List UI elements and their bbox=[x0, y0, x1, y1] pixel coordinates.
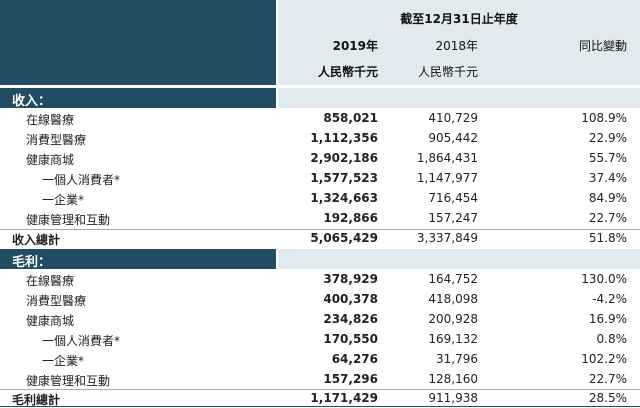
value-2018: 1,864,431 bbox=[416, 151, 478, 165]
gross-profit-section-title: 毛利： bbox=[12, 255, 52, 270]
unit-2018: 人民幣千元 bbox=[417, 65, 478, 79]
value-2018: 1,147,977 bbox=[416, 171, 478, 185]
table-row: 消費型醫療 1,112,356 905,442 22.9% bbox=[0, 129, 640, 149]
row-label: 一個人消費者* bbox=[42, 334, 121, 348]
value-2019: 1,324,663 bbox=[310, 191, 378, 205]
value-change: 51.8% bbox=[588, 231, 627, 245]
table-row: 一個人消費者* 1,577,523 1,147,977 37.4% bbox=[0, 169, 640, 189]
value-2019: 170,550 bbox=[323, 332, 378, 346]
value-2018: 200,928 bbox=[428, 312, 478, 326]
value-change: 84.9% bbox=[588, 191, 627, 205]
value-change: 37.4% bbox=[588, 171, 627, 185]
value-2019: 234,826 bbox=[323, 312, 378, 326]
row-label: 在線醫療 bbox=[26, 113, 75, 127]
value-change: 0.8% bbox=[596, 332, 628, 346]
unit-2019: 人民幣千元 bbox=[317, 65, 378, 79]
table-row: 在線醫療 858,021 410,729 108.9% bbox=[0, 109, 640, 129]
row-label: 一個人消費者* bbox=[42, 173, 121, 187]
table-row: 健康管理和互動 192,866 157,247 22.7% bbox=[0, 209, 640, 229]
value-change: 22.7% bbox=[588, 211, 627, 225]
table-row: 健康商城 2,902,186 1,864,431 55.7% bbox=[0, 149, 640, 169]
row-label: 一企業* bbox=[42, 193, 85, 207]
header-label-cell bbox=[0, 0, 276, 85]
divider bbox=[0, 389, 640, 390]
value-change: 102.2% bbox=[581, 352, 627, 366]
value-2019: 400,378 bbox=[323, 292, 378, 306]
revenue-section-title: 收入： bbox=[12, 94, 52, 109]
value-2018: 716,454 bbox=[428, 191, 478, 205]
period-heading: 截至12月31日止年度 bbox=[400, 12, 518, 26]
value-change: -4.2% bbox=[592, 292, 627, 306]
value-2018: 911,938 bbox=[428, 391, 478, 405]
value-2019: 5,065,429 bbox=[310, 231, 378, 245]
value-2018: 3,337,849 bbox=[416, 231, 478, 245]
value-change: 130.0% bbox=[581, 272, 627, 286]
value-2019: 1,112,356 bbox=[310, 131, 378, 145]
value-2018: 164,752 bbox=[428, 272, 478, 286]
table-row: 一企業* 1,324,663 716,454 84.9% bbox=[0, 189, 640, 209]
table-row: 一個人消費者* 170,550 169,132 0.8% bbox=[0, 330, 640, 350]
value-2019: 2,902,186 bbox=[310, 151, 378, 165]
col-2018-heading: 2018年 bbox=[435, 39, 478, 53]
row-label: 健康商城 bbox=[26, 314, 75, 328]
value-change: 28.5% bbox=[588, 391, 627, 405]
total-row: 收入總計 5,065,429 3,337,849 51.8% bbox=[0, 229, 640, 249]
table-row: 在線醫療 378,929 164,752 130.0% bbox=[0, 270, 640, 290]
row-label: 健康商城 bbox=[26, 153, 75, 167]
value-2019: 64,276 bbox=[331, 352, 378, 366]
row-label: 健康管理和互動 bbox=[26, 374, 111, 388]
table-row: 健康商城 234,826 200,928 16.9% bbox=[0, 310, 640, 330]
table-row: 消費型醫療 400,378 418,098 -4.2% bbox=[0, 290, 640, 310]
row-label: 健康管理和互動 bbox=[26, 213, 111, 227]
value-2019: 858,021 bbox=[323, 111, 378, 125]
value-2018: 418,098 bbox=[428, 292, 478, 306]
value-change: 108.9% bbox=[581, 111, 627, 125]
value-2018: 169,132 bbox=[428, 332, 478, 346]
revenue-section-header: 收入： bbox=[0, 88, 640, 109]
value-2018: 31,796 bbox=[436, 352, 478, 366]
row-label: 消費型醫療 bbox=[26, 294, 87, 308]
row-label: 收入總計 bbox=[12, 233, 61, 247]
row-label: 在線醫療 bbox=[26, 274, 75, 288]
value-2019: 378,929 bbox=[323, 272, 378, 286]
total-row: 毛利總計 1,171,429 911,938 28.5% bbox=[0, 389, 640, 407]
table-row: 健康管理和互動 157,296 128,160 22.7% bbox=[0, 370, 640, 390]
gross-profit-section-header: 毛利： bbox=[0, 249, 640, 270]
value-change: 16.9% bbox=[588, 312, 627, 326]
value-2019: 157,296 bbox=[323, 372, 378, 386]
value-2019: 1,577,523 bbox=[310, 171, 378, 185]
value-2019: 192,866 bbox=[323, 211, 378, 225]
row-label: 消費型醫療 bbox=[26, 133, 87, 147]
value-2018: 128,160 bbox=[428, 372, 478, 386]
divider bbox=[0, 229, 640, 230]
col-change-heading: 同比變動 bbox=[578, 39, 627, 53]
value-2019: 1,171,429 bbox=[310, 391, 378, 405]
value-change: 22.9% bbox=[588, 131, 627, 145]
value-change: 22.7% bbox=[588, 372, 627, 386]
col-2019-heading: 2019年 bbox=[332, 39, 378, 53]
header-values-cell bbox=[278, 0, 640, 85]
row-label: 毛利總計 bbox=[12, 393, 61, 407]
table-header: 截至12月31日止年度 2019年 2018年 同比變動 人民幣千元 人民幣千元 bbox=[0, 0, 640, 85]
table-row: 一企業* 64,276 31,796 102.2% bbox=[0, 350, 640, 370]
value-2018: 905,442 bbox=[428, 131, 478, 145]
value-2018: 410,729 bbox=[428, 111, 478, 125]
value-change: 55.7% bbox=[588, 151, 627, 165]
value-2018: 157,247 bbox=[428, 211, 478, 225]
row-label: 一企業* bbox=[42, 354, 85, 368]
